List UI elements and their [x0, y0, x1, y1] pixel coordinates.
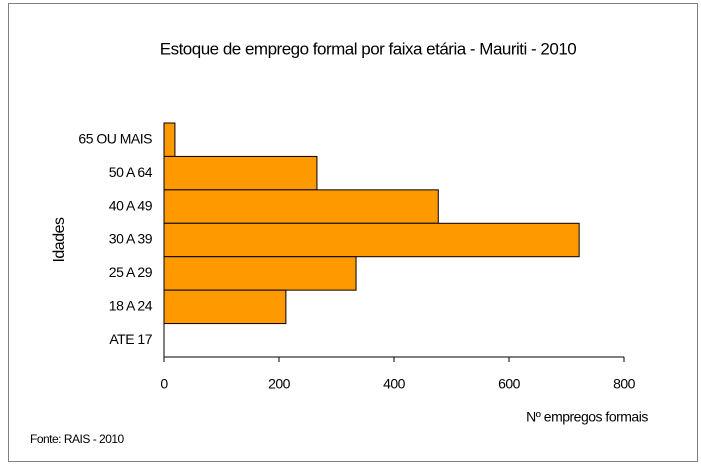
x-tick-label: 0 [160, 376, 168, 392]
x-axis-title: Nº empregos formais [526, 409, 648, 425]
x-tick-label: 400 [383, 376, 406, 392]
bar [163, 256, 357, 291]
bar [163, 222, 580, 258]
bar [163, 289, 287, 325]
y-tick-label: 25 A 29 [109, 264, 153, 280]
y-tick-label: 40 A 49 [109, 197, 153, 213]
y-tick-label: 18 A 24 [109, 298, 153, 314]
y-tick-label: 50 A 64 [109, 164, 153, 180]
source: Fonte: RAIS - 2010 [30, 432, 125, 446]
bar [163, 155, 318, 191]
bar [163, 189, 439, 224]
chart-title: Estoque de emprego formal por faixa etár… [160, 39, 577, 58]
y-axis-title: Idades [51, 217, 68, 263]
x-tick-label: 600 [498, 376, 521, 392]
y-tick-label: ATE 17 [109, 331, 152, 347]
y-tick-label: 30 A 39 [109, 231, 153, 247]
x-tick-label: 800 [613, 376, 636, 392]
y-tick-label: 65 OU MAIS [78, 130, 152, 146]
x-tick-label: 200 [268, 376, 291, 392]
bar [163, 122, 176, 157]
